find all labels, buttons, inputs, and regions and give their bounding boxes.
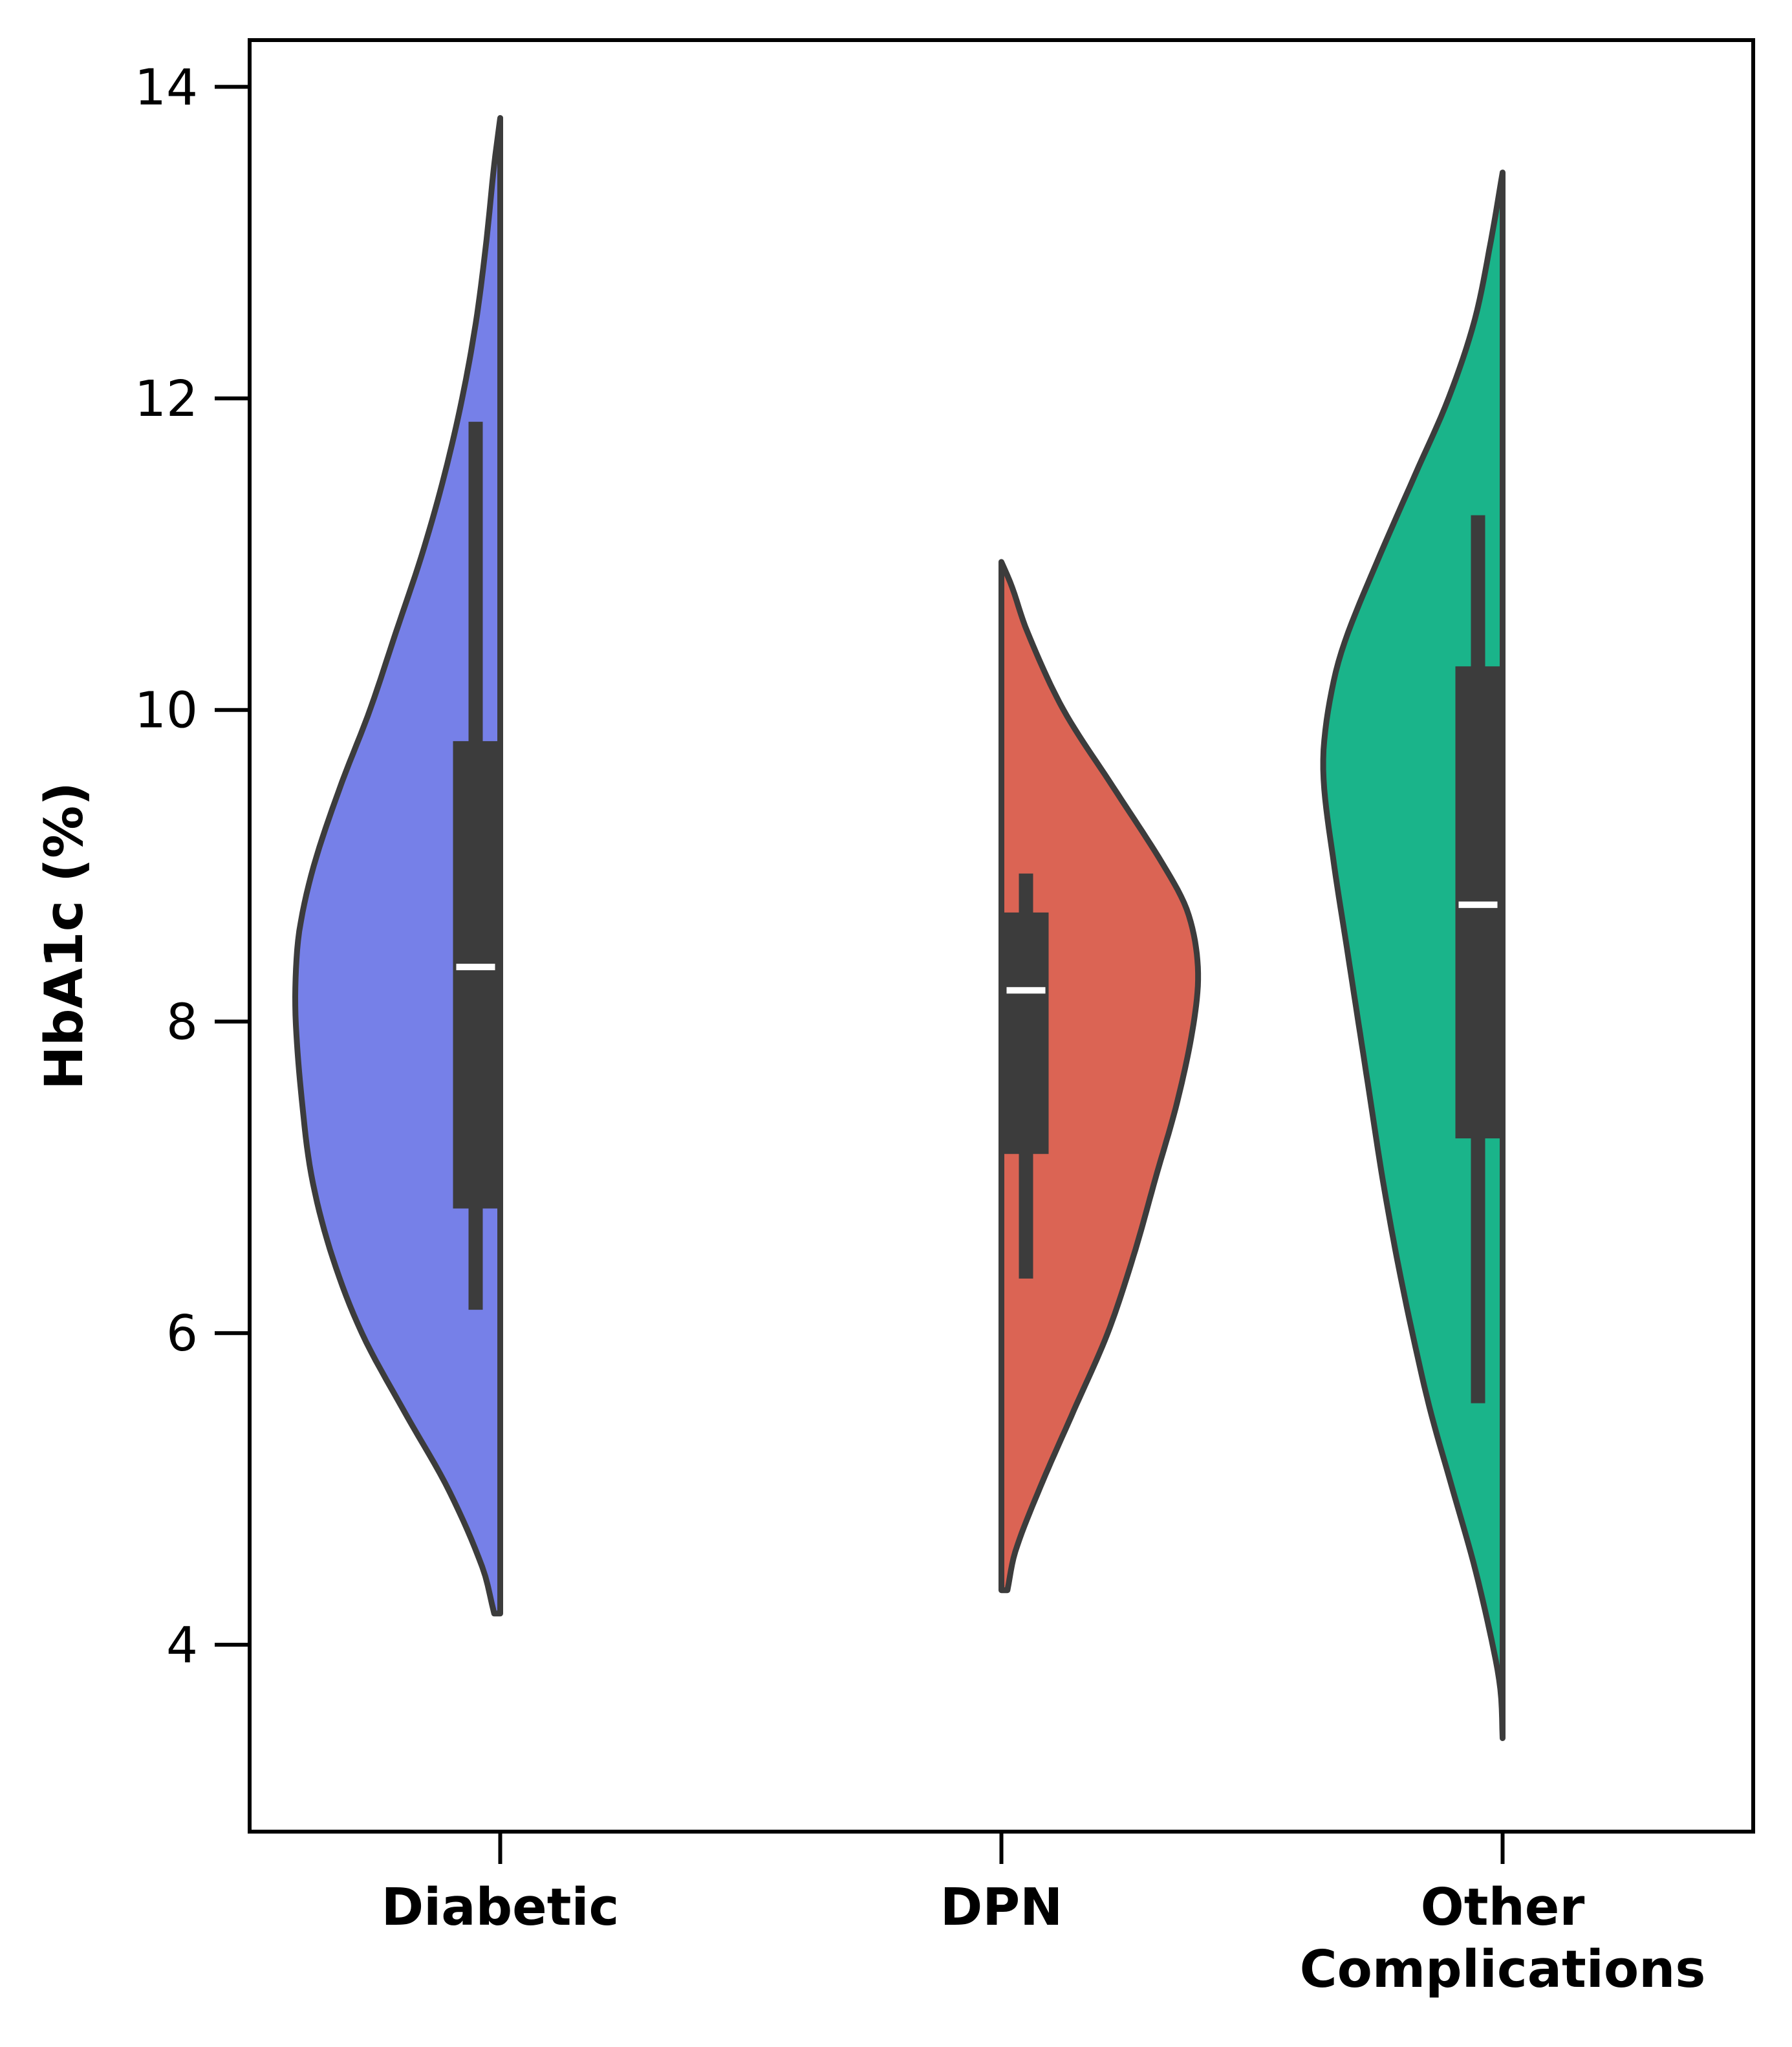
x-tick-label-2: Other Complications [1300, 1878, 1706, 1999]
violin-other-complications [1320, 169, 1506, 1741]
boxes-layer [453, 422, 1501, 1403]
x-tick-label-1: DPN [940, 1878, 1063, 1937]
y-tick-label-12: 12 [135, 371, 198, 428]
y-tick-label-10: 10 [135, 682, 198, 740]
violin-diabetic [292, 114, 503, 1617]
y-tick-label-4: 4 [166, 1617, 198, 1674]
y-axis-label: HbA1c (%) [34, 782, 95, 1090]
x-axis: Diabetic DPN Other Complications [382, 1832, 1706, 1999]
y-tick-label-8: 8 [166, 993, 198, 1051]
iqr-box-diabetic [453, 741, 499, 1209]
y-axis: 4 6 8 10 12 14 [135, 59, 250, 1674]
iqr-box-dpn [1003, 912, 1049, 1154]
y-tick-label-14: 14 [135, 59, 198, 116]
violins-layer [292, 114, 1506, 1741]
violin-dpn [999, 559, 1202, 1594]
y-tick-label-6: 6 [166, 1305, 198, 1363]
x-tick-label-0: Diabetic [382, 1878, 620, 1937]
